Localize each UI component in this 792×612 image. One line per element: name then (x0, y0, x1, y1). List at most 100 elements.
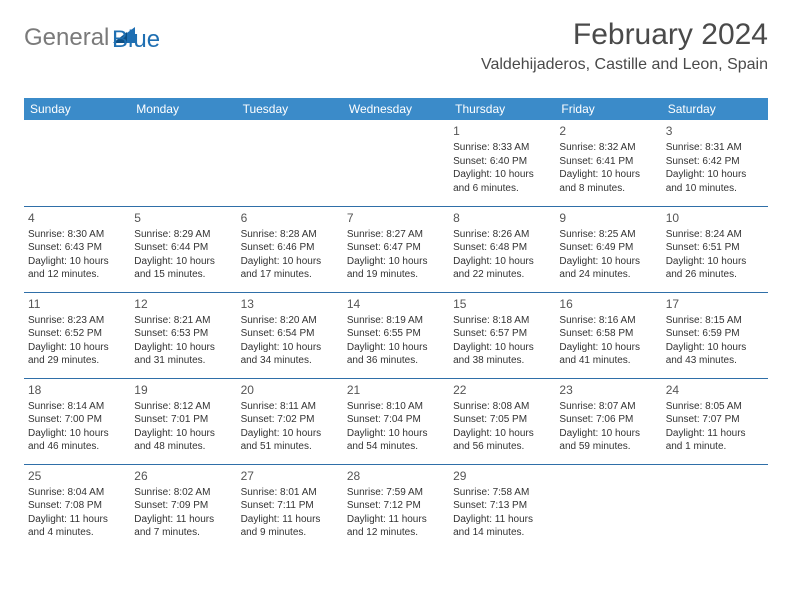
day-number: 8 (453, 210, 551, 226)
day-detail-line: Sunrise: 8:16 AM (559, 314, 657, 328)
calendar-day-cell: 23Sunrise: 8:07 AMSunset: 7:06 PMDayligh… (555, 378, 661, 464)
day-detail-line: Daylight: 10 hours (134, 341, 232, 355)
day-detail-line: Daylight: 10 hours (666, 168, 764, 182)
day-number: 4 (28, 210, 126, 226)
logo-text-gray: General (24, 24, 109, 52)
day-number: 24 (666, 382, 764, 398)
day-detail-line: Sunrise: 8:32 AM (559, 141, 657, 155)
day-detail-line: and 26 minutes. (666, 268, 764, 282)
day-detail-line: Sunrise: 8:23 AM (28, 314, 126, 328)
day-detail-line: and 8 minutes. (559, 182, 657, 196)
day-number: 11 (28, 296, 126, 312)
calendar-day-cell (555, 464, 661, 550)
calendar-day-cell: 10Sunrise: 8:24 AMSunset: 6:51 PMDayligh… (662, 206, 768, 292)
day-detail-line: Daylight: 11 hours (666, 427, 764, 441)
day-detail-line: Daylight: 10 hours (347, 341, 445, 355)
day-detail-line: Sunset: 7:04 PM (347, 413, 445, 427)
day-detail-line: and 51 minutes. (241, 440, 339, 454)
day-detail-line: Daylight: 10 hours (666, 255, 764, 269)
day-detail-line: Sunrise: 8:14 AM (28, 400, 126, 414)
day-detail-line: Sunset: 6:41 PM (559, 155, 657, 169)
day-detail-line: Daylight: 10 hours (347, 255, 445, 269)
calendar-day-cell (130, 120, 236, 206)
day-detail-line: and 6 minutes. (453, 182, 551, 196)
day-number: 23 (559, 382, 657, 398)
calendar-day-cell: 9Sunrise: 8:25 AMSunset: 6:49 PMDaylight… (555, 206, 661, 292)
brand-logo-blue-text: Blue (112, 20, 160, 54)
day-detail-line: Sunrise: 8:20 AM (241, 314, 339, 328)
day-detail-line: and 17 minutes. (241, 268, 339, 282)
day-detail-line: Sunset: 7:13 PM (453, 499, 551, 513)
day-detail-line: Daylight: 10 hours (28, 427, 126, 441)
day-detail-line: Daylight: 10 hours (453, 427, 551, 441)
day-detail-line: Sunset: 6:46 PM (241, 241, 339, 255)
day-detail-line: and 54 minutes. (347, 440, 445, 454)
calendar-header-row: Sunday Monday Tuesday Wednesday Thursday… (24, 98, 768, 120)
day-detail-line: Daylight: 10 hours (559, 168, 657, 182)
day-number: 9 (559, 210, 657, 226)
calendar-day-cell: 6Sunrise: 8:28 AMSunset: 6:46 PMDaylight… (237, 206, 343, 292)
calendar-day-cell: 29Sunrise: 7:58 AMSunset: 7:13 PMDayligh… (449, 464, 555, 550)
day-number: 14 (347, 296, 445, 312)
day-detail-line: and 14 minutes. (453, 526, 551, 540)
calendar-day-cell: 26Sunrise: 8:02 AMSunset: 7:09 PMDayligh… (130, 464, 236, 550)
day-number: 26 (134, 468, 232, 484)
weekday-header: Sunday (24, 98, 130, 120)
calendar-day-cell: 5Sunrise: 8:29 AMSunset: 6:44 PMDaylight… (130, 206, 236, 292)
day-number: 21 (347, 382, 445, 398)
day-detail-line: Daylight: 11 hours (453, 513, 551, 527)
calendar-day-cell: 11Sunrise: 8:23 AMSunset: 6:52 PMDayligh… (24, 292, 130, 378)
day-detail-line: Sunrise: 8:25 AM (559, 228, 657, 242)
day-number: 28 (347, 468, 445, 484)
day-detail-line: Daylight: 10 hours (241, 427, 339, 441)
day-detail-line: Daylight: 10 hours (453, 255, 551, 269)
day-detail-line: Sunrise: 8:08 AM (453, 400, 551, 414)
day-detail-line: Sunset: 6:43 PM (28, 241, 126, 255)
day-detail-line: and 19 minutes. (347, 268, 445, 282)
calendar-day-cell: 14Sunrise: 8:19 AMSunset: 6:55 PMDayligh… (343, 292, 449, 378)
day-number: 2 (559, 123, 657, 139)
day-detail-line: and 22 minutes. (453, 268, 551, 282)
day-number: 1 (453, 123, 551, 139)
day-number: 3 (666, 123, 764, 139)
month-title: February 2024 (481, 18, 768, 52)
day-number: 6 (241, 210, 339, 226)
day-detail-line: Sunset: 7:07 PM (666, 413, 764, 427)
day-number: 22 (453, 382, 551, 398)
day-detail-line: Sunset: 7:00 PM (28, 413, 126, 427)
day-detail-line: Sunrise: 8:29 AM (134, 228, 232, 242)
calendar-day-cell: 18Sunrise: 8:14 AMSunset: 7:00 PMDayligh… (24, 378, 130, 464)
day-number: 19 (134, 382, 232, 398)
calendar-day-cell: 22Sunrise: 8:08 AMSunset: 7:05 PMDayligh… (449, 378, 555, 464)
day-number: 12 (134, 296, 232, 312)
day-detail-line: Sunset: 7:11 PM (241, 499, 339, 513)
calendar-day-cell: 2 Sunrise: 8:32 AMSunset: 6:41 PMDaylight… (555, 120, 661, 206)
day-detail-line: Daylight: 11 hours (28, 513, 126, 527)
day-number: 5 (134, 210, 232, 226)
day-detail-line: Sunrise: 8:05 AM (666, 400, 764, 414)
day-detail-line: Daylight: 10 hours (134, 255, 232, 269)
calendar-day-cell: 4Sunrise: 8:30 AMSunset: 6:43 PMDaylight… (24, 206, 130, 292)
day-detail-line: and 43 minutes. (666, 354, 764, 368)
day-detail-line: Sunrise: 8:26 AM (453, 228, 551, 242)
day-detail-line: Daylight: 10 hours (241, 341, 339, 355)
day-detail-line: and 41 minutes. (559, 354, 657, 368)
calendar-day-cell: 17Sunrise: 8:15 AMSunset: 6:59 PMDayligh… (662, 292, 768, 378)
logo-text-blue: Blue (112, 26, 160, 54)
title-block: February 2024 Valdehijaderos, Castille a… (481, 18, 768, 74)
day-detail-line: and 10 minutes. (666, 182, 764, 196)
day-detail-line: Sunset: 6:59 PM (666, 327, 764, 341)
day-detail-line: Sunset: 6:53 PM (134, 327, 232, 341)
day-detail-line: and 48 minutes. (134, 440, 232, 454)
calendar-day-cell: 13Sunrise: 8:20 AMSunset: 6:54 PMDayligh… (237, 292, 343, 378)
calendar-day-cell: 20Sunrise: 8:11 AMSunset: 7:02 PMDayligh… (237, 378, 343, 464)
day-detail-line: and 36 minutes. (347, 354, 445, 368)
day-detail-line: Sunrise: 8:30 AM (28, 228, 126, 242)
day-detail-line: Sunrise: 8:04 AM (28, 486, 126, 500)
day-detail-line: Daylight: 10 hours (28, 341, 126, 355)
day-detail-line: Sunrise: 8:28 AM (241, 228, 339, 242)
day-detail-line: Sunset: 7:01 PM (134, 413, 232, 427)
day-number: 29 (453, 468, 551, 484)
calendar-week-row: 4 Sunrise: 8:30 AMSunset: 6:43 PM Daylight… (24, 206, 768, 292)
calendar-table: Sunday Monday Tuesday Wednesday Thursday… (24, 98, 768, 550)
